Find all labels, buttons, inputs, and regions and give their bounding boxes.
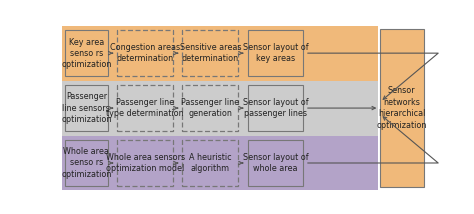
Bar [64, 30, 109, 77]
Bar [63, 81, 378, 135]
Text: Congestion areas
determination: Congestion areas determination [110, 43, 180, 63]
Bar [182, 85, 238, 131]
Bar [64, 85, 109, 132]
Bar [247, 30, 303, 76]
Text: Passenger line
type determination: Passenger line type determination [107, 98, 184, 118]
Text: Whole area sensors
optimization model: Whole area sensors optimization model [106, 153, 185, 173]
Bar [182, 30, 238, 76]
Bar [118, 30, 173, 76]
Bar [380, 29, 423, 187]
Text: Passenger line
generation: Passenger line generation [182, 98, 239, 118]
Bar [63, 26, 378, 81]
Bar [247, 30, 304, 77]
Bar [247, 140, 303, 186]
Bar [64, 139, 109, 187]
Text: Whole area
senso rs
optimization: Whole area senso rs optimization [61, 147, 111, 179]
Text: Sensor layout of
passenger lines: Sensor layout of passenger lines [243, 98, 308, 118]
Bar [63, 135, 378, 190]
Text: Key area
senso rs
optimization: Key area senso rs optimization [61, 37, 111, 69]
Bar [117, 30, 174, 77]
Text: Sensor
networks
hierarchical
optimization: Sensor networks hierarchical optimizatio… [377, 86, 427, 130]
Bar [247, 139, 304, 187]
Text: Sensor layout of
key areas: Sensor layout of key areas [243, 43, 308, 63]
Bar [117, 139, 174, 187]
Bar [182, 139, 239, 187]
Bar [117, 85, 174, 132]
Bar [64, 140, 108, 186]
Text: Sensor layout of
whole area: Sensor layout of whole area [243, 153, 308, 173]
Bar [64, 30, 108, 76]
Bar [182, 140, 238, 186]
Text: Sensitive areas
determination: Sensitive areas determination [180, 43, 241, 63]
Text: A heuristic
algorithm: A heuristic algorithm [189, 153, 232, 173]
Bar [182, 30, 239, 77]
Bar [247, 85, 304, 132]
Bar [64, 85, 108, 131]
Text: Passenger
line sensors
optimization: Passenger line sensors optimization [61, 92, 111, 124]
Bar [118, 140, 173, 186]
Bar [182, 85, 239, 132]
Bar [247, 85, 303, 131]
Bar [118, 85, 173, 131]
